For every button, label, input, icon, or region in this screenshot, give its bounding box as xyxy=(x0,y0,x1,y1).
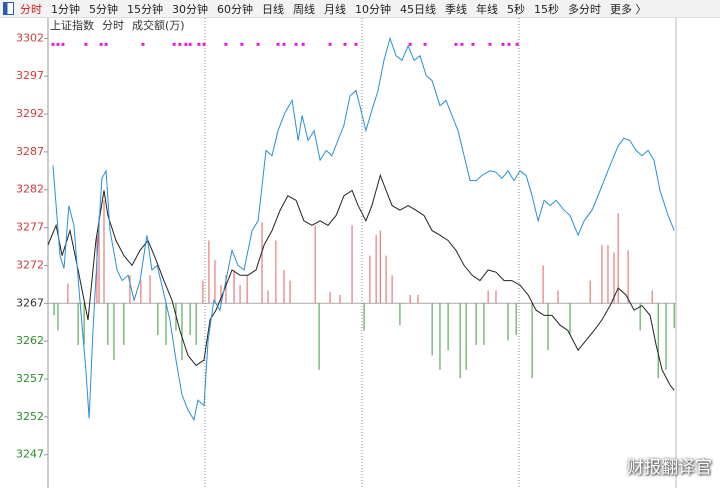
tab[interactable]: 5分钟 xyxy=(89,2,118,16)
signal-dot xyxy=(423,42,427,46)
signal-dot xyxy=(240,42,244,46)
signal-dot xyxy=(224,42,228,46)
tab[interactable]: 1分钟 xyxy=(51,2,80,16)
tab[interactable]: 年线 xyxy=(476,2,498,16)
tab[interactable]: 45日线 xyxy=(400,2,436,16)
y-tick-label: 3297 xyxy=(16,69,44,82)
header-label: 上证指数 xyxy=(50,18,94,32)
signal-dot xyxy=(515,42,519,46)
signal-dot xyxy=(184,42,188,46)
signal-dot xyxy=(178,42,182,46)
y-tick-label: 3302 xyxy=(16,31,44,44)
tab[interactable]: 日线 xyxy=(262,2,284,16)
signal-dot xyxy=(471,42,475,46)
y-tick-label: 3267 xyxy=(16,296,44,309)
tab[interactable]: 15秒 xyxy=(534,2,559,16)
signal-dot xyxy=(501,42,505,46)
signal-dot xyxy=(56,42,60,46)
y-tick-label: 3277 xyxy=(16,221,44,234)
y-tick-label: 3262 xyxy=(16,334,44,347)
tab[interactable]: 15分钟 xyxy=(127,2,163,16)
signal-dot xyxy=(202,42,206,46)
tab[interactable]: 60分钟 xyxy=(217,2,253,16)
signal-dot xyxy=(328,42,332,46)
y-tick-label: 3287 xyxy=(16,145,44,158)
tab[interactable]: 更多 〉 xyxy=(610,2,647,16)
price-line xyxy=(47,173,675,391)
tab[interactable]: 多分时 xyxy=(568,2,601,16)
signal-dot xyxy=(99,42,103,46)
signal-dot xyxy=(488,42,492,46)
signal-dot xyxy=(460,42,464,46)
tab[interactable]: 季线 xyxy=(445,2,467,16)
icon[interactable] xyxy=(3,2,14,15)
signal-dot xyxy=(354,42,358,46)
header-label: 成交额(万) xyxy=(132,18,185,32)
signal-dot xyxy=(188,42,192,46)
tab[interactable]: 10分钟 xyxy=(355,2,391,16)
signal-dot xyxy=(197,42,201,46)
tab[interactable]: 周线 xyxy=(293,2,315,16)
signal-dot xyxy=(104,42,108,46)
y-tick-label: 3247 xyxy=(16,448,44,461)
tab[interactable]: 30分钟 xyxy=(172,2,208,16)
signal-dot xyxy=(294,42,298,46)
signal-dot xyxy=(51,42,55,46)
price-line xyxy=(52,36,675,422)
tab[interactable]: 5秒 xyxy=(507,2,525,16)
y-tick-label: 3282 xyxy=(16,183,44,196)
y-tick-label: 3257 xyxy=(16,372,44,385)
tab[interactable]: 分时 xyxy=(20,2,42,16)
signal-dot xyxy=(301,42,305,46)
watermark: 财报翻译官 xyxy=(627,458,712,478)
signal-dot xyxy=(256,42,260,46)
signal-dot xyxy=(141,42,145,46)
signal-dot xyxy=(507,42,511,46)
signal-dot xyxy=(454,42,458,46)
signal-dot xyxy=(61,42,65,46)
header-label: 分时 xyxy=(102,19,124,32)
tab[interactable]: 月线 xyxy=(324,2,346,16)
y-tick-label: 3272 xyxy=(16,258,44,271)
signal-dot xyxy=(84,42,88,46)
y-tick-label: 3252 xyxy=(16,410,44,423)
signal-dot xyxy=(172,42,176,46)
y-tick-label: 3292 xyxy=(16,107,44,120)
toolbar: 分时 1分钟 5分钟 15分钟 30分钟 60分钟 日线 周线 月线 10分钟 45日线 季线 年线 5秒… xyxy=(0,0,720,18)
signal-dot xyxy=(343,42,347,46)
signal-dot xyxy=(282,42,286,46)
signal-dot xyxy=(276,42,280,46)
signal-dot xyxy=(408,42,412,46)
